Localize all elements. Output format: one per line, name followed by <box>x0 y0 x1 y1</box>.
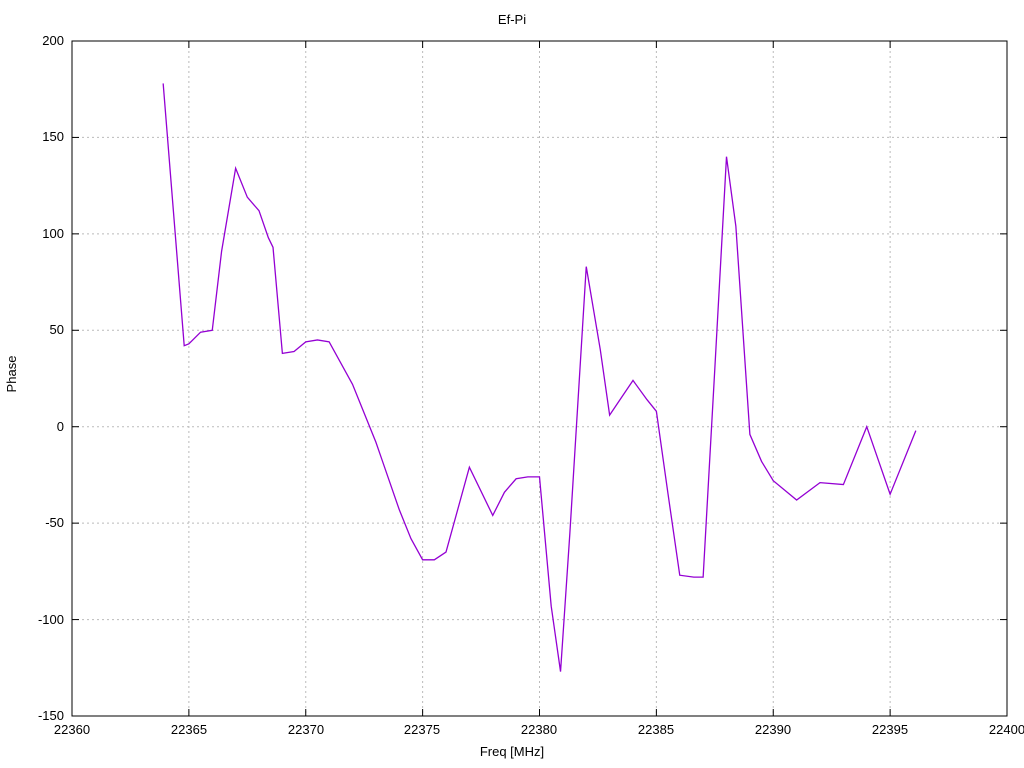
x-tick-label: 22375 <box>403 722 441 737</box>
y-tick-label: 0 <box>56 419 64 434</box>
x-tick-label: 22385 <box>637 722 675 737</box>
y-tick-label: 150 <box>42 129 64 144</box>
data-series-line <box>162 83 917 672</box>
x-axis-label: Freq [MHz] <box>479 744 545 759</box>
x-tick-label: 22370 <box>287 722 325 737</box>
y-tick-label: 200 <box>42 33 64 48</box>
x-tick-label: 22395 <box>871 722 909 737</box>
x-tick-label: 22360 <box>53 722 91 737</box>
y-tick-label: 50 <box>49 322 64 337</box>
y-tick-label: -50 <box>45 515 64 530</box>
y-tick-label: 100 <box>42 226 64 241</box>
x-tick-label: 22390 <box>754 722 792 737</box>
plot-border <box>71 40 1008 717</box>
x-tick-label: 22380 <box>520 722 558 737</box>
y-tick-label: -100 <box>37 612 64 627</box>
y-tick-label: -150 <box>37 708 64 723</box>
chart-title: Ef-Pi <box>497 12 527 27</box>
x-tick-label: 22365 <box>170 722 208 737</box>
x-tick-label: 22400 <box>988 722 1024 737</box>
grid-lines <box>72 41 1007 716</box>
